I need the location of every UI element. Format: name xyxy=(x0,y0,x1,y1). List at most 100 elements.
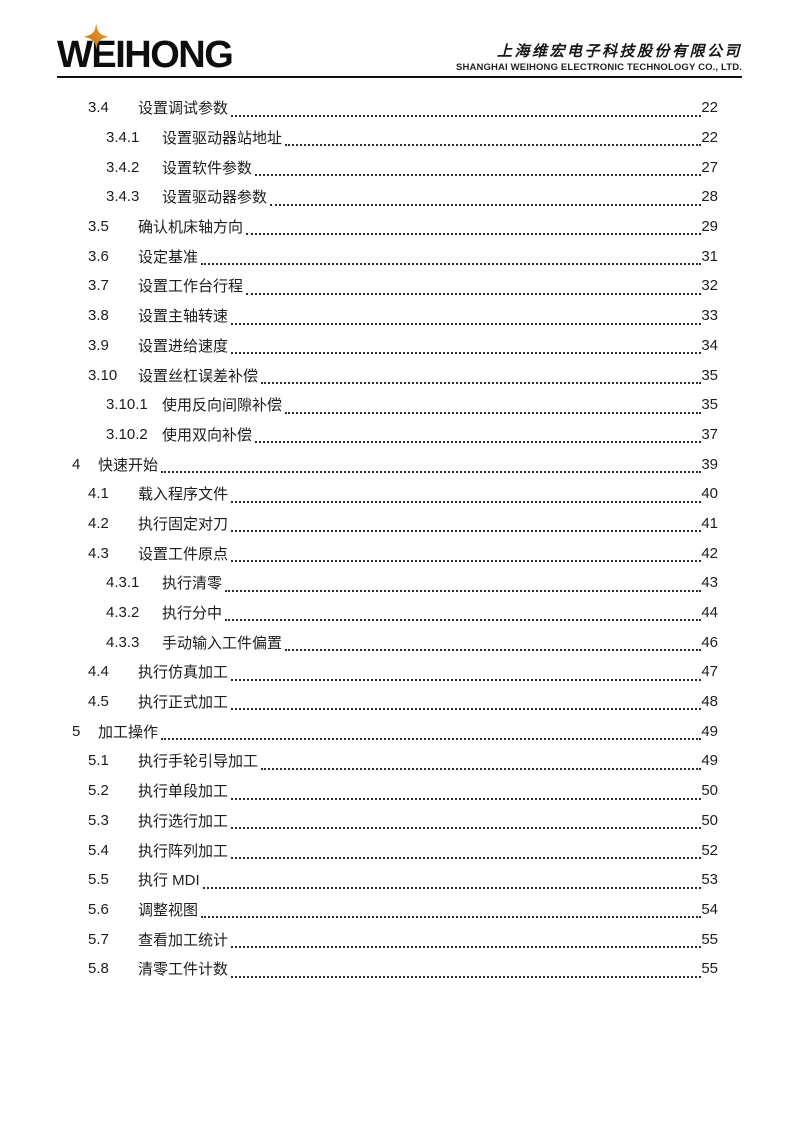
toc-entry[interactable]: 3.10.2 使用双向补偿 37 xyxy=(0,420,718,450)
toc-entry-number: 4.3.2 xyxy=(106,604,140,622)
toc-dot-leader xyxy=(200,865,702,895)
toc-entry[interactable]: 4.5 执行正式加工 48 xyxy=(0,687,718,717)
toc-dot-leader xyxy=(228,657,702,687)
toc-entry[interactable]: 3.4.1 设置驱动器站地址 22 xyxy=(0,123,718,153)
toc-entry-page: 22 xyxy=(701,129,718,147)
toc-dot-leader xyxy=(243,271,702,301)
company-name-en: SHANGHAI WEIHONG ELECTRONIC TECHNOLOGY C… xyxy=(455,62,742,73)
toc-entry-title: 设置驱动器站地址 xyxy=(162,130,283,148)
toc-entry-page: 47 xyxy=(701,663,718,681)
toc-entry[interactable]: 3.9 设置进给速度 34 xyxy=(0,331,718,361)
toc-entry-number: 3.10 xyxy=(88,366,118,384)
toc-dot-leader xyxy=(282,390,702,420)
toc-entry[interactable]: 5.6 调整视图 54 xyxy=(0,895,718,925)
toc-dot-leader xyxy=(228,954,702,984)
toc-entry-number: 3.4 xyxy=(88,99,109,117)
toc-dot-leader xyxy=(228,509,702,539)
toc-entry[interactable]: 4.3 设置工件原点 42 xyxy=(0,538,718,568)
toc-entry-page: 46 xyxy=(701,633,718,651)
toc-entry[interactable]: 3.10 设置丝杠误差补偿 35 xyxy=(0,360,718,390)
toc-dot-leader xyxy=(222,598,702,628)
toc-entry[interactable]: 4.3.3 手动输入工件偏置 46 xyxy=(0,627,718,657)
toc-entry-title: 执行手轮引导加工 xyxy=(138,753,259,771)
toc-entry[interactable]: 3.4 设置调试参数 22 xyxy=(0,93,718,123)
toc-entry-title: 执行仿真加工 xyxy=(138,664,229,682)
toc-entry-number: 3.4.2 xyxy=(106,158,140,176)
toc-entry[interactable]: 3.7 设置工作台行程 32 xyxy=(0,271,718,301)
toc-entry-page: 49 xyxy=(701,722,718,740)
toc-entry-page: 52 xyxy=(701,841,718,859)
toc-entry[interactable]: 3.10.1 使用反向间隙补偿 35 xyxy=(0,390,718,420)
toc-entry-page: 39 xyxy=(701,455,718,473)
toc-dot-leader xyxy=(258,746,702,776)
toc-entry-title: 查看加工统计 xyxy=(138,931,229,949)
toc-entry-number: 3.9 xyxy=(88,336,109,354)
toc-dot-leader xyxy=(228,93,702,123)
toc-entry[interactable]: 5.1 执行手轮引导加工 49 xyxy=(0,746,718,776)
toc-entry-page: 54 xyxy=(701,900,718,918)
toc-dot-leader xyxy=(228,331,702,361)
toc-entry-title: 设置软件参数 xyxy=(162,159,253,177)
toc-entry[interactable]: 4.3.2 执行分中 44 xyxy=(0,598,718,628)
toc-entry[interactable]: 5.8 清零工件计数 55 xyxy=(0,954,718,984)
toc-entry-title: 设定基准 xyxy=(138,248,199,266)
toc-entry[interactable]: 3.4.3 设置驱动器参数 28 xyxy=(0,182,718,212)
toc-entry-page: 33 xyxy=(701,307,718,325)
toc-entry[interactable]: 3.5 确认机床轴方向 29 xyxy=(0,212,718,242)
toc-dot-leader xyxy=(243,212,702,242)
toc-dot-leader xyxy=(228,538,702,568)
toc-entry-title: 设置驱动器参数 xyxy=(162,189,268,207)
toc-entry[interactable]: 3.6 设定基准 31 xyxy=(0,241,718,271)
toc-entry-title: 执行清零 xyxy=(162,575,223,593)
toc-entry[interactable]: 5.2 执行单段加工 50 xyxy=(0,776,718,806)
toc-entry-page: 32 xyxy=(701,277,718,295)
toc-entry-number: 3.4.1 xyxy=(106,129,140,147)
toc-entry[interactable]: 5 加工操作 49 xyxy=(0,716,718,746)
toc-dot-leader xyxy=(158,449,702,479)
toc-entry[interactable]: 5.3 执行选行加工 50 xyxy=(0,806,718,836)
toc-entry-title: 设置工件原点 xyxy=(138,545,229,563)
toc-dot-leader xyxy=(252,420,702,450)
toc-entry-number: 3.7 xyxy=(88,277,109,295)
toc-dot-leader xyxy=(282,123,702,153)
toc-entry-number: 5.7 xyxy=(88,930,109,948)
toc-dot-leader xyxy=(228,776,702,806)
toc-entry[interactable]: 4.2 执行固定对刀 41 xyxy=(0,509,718,539)
weihong-logo: WEIHONG xyxy=(57,23,234,76)
company-name-cn: 上海维宏电子科技股份有限公司 xyxy=(496,42,742,60)
toc-list: 3.4 设置调试参数 22 3.4.1 设置驱动器站地址 22 3.4.2 设置… xyxy=(0,93,793,984)
toc-entry-number: 4.4 xyxy=(88,663,109,681)
toc-entry[interactable]: 3.8 设置主轴转速 33 xyxy=(0,301,718,331)
toc-entry-page: 53 xyxy=(701,871,718,889)
toc-entry-page: 42 xyxy=(701,544,718,562)
toc-entry[interactable]: 4.4 执行仿真加工 47 xyxy=(0,657,718,687)
toc-entry-page: 31 xyxy=(701,247,718,265)
toc-entry-number: 3.5 xyxy=(88,218,109,236)
toc-entry-number: 4.3.1 xyxy=(106,574,140,592)
toc-entry-title: 设置进给速度 xyxy=(138,337,229,355)
toc-entry[interactable]: 4.3.1 执行清零 43 xyxy=(0,568,718,598)
toc-entry-title: 执行固定对刀 xyxy=(138,515,229,533)
toc-entry-number: 4.3 xyxy=(88,544,109,562)
toc-entry[interactable]: 5.7 查看加工统计 55 xyxy=(0,924,718,954)
toc-entry-number: 4.3.3 xyxy=(106,633,140,651)
toc-dot-leader xyxy=(228,687,702,717)
toc-entry-number: 5.8 xyxy=(88,960,109,978)
toc-entry-page: 43 xyxy=(701,574,718,592)
toc-entry[interactable]: 3.4.2 设置软件参数 27 xyxy=(0,152,718,182)
toc-entry[interactable]: 4 快速开始 39 xyxy=(0,449,718,479)
toc-entry-title: 执行正式加工 xyxy=(138,694,229,712)
toc-entry[interactable]: 5.4 执行阵列加工 52 xyxy=(0,835,718,865)
toc-entry-page: 55 xyxy=(701,930,718,948)
toc-entry-title: 手动输入工件偏置 xyxy=(162,634,283,652)
toc-entry-page: 50 xyxy=(701,811,718,829)
toc-entry-title: 调整视图 xyxy=(138,901,199,919)
toc-entry-page: 29 xyxy=(701,218,718,236)
toc-dot-leader xyxy=(267,182,702,212)
toc-entry[interactable]: 4.1 载入程序文件 40 xyxy=(0,479,718,509)
toc-entry-number: 5.3 xyxy=(88,811,109,829)
toc-entry-title: 使用反向间隙补偿 xyxy=(162,397,283,415)
toc-entry[interactable]: 5.5 执行 MDI 53 xyxy=(0,865,718,895)
toc-entry-title: 设置主轴转速 xyxy=(138,308,229,326)
